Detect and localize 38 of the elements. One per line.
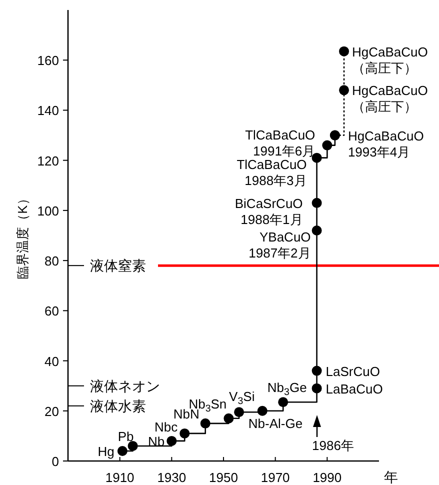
ref-line: 液体水素 — [68, 398, 146, 414]
annotation: HgCaBaCuO （高圧下） — [352, 44, 428, 75]
ref-line-label: 液体ネオン — [90, 378, 160, 394]
annotation: BiCaSrCuO 1988年1月 — [234, 195, 303, 226]
x-tick-label: 1910 — [105, 470, 134, 484]
annotation: HgCaBaCuO 1993年4月 — [348, 128, 424, 159]
y-tick-label: 80 — [44, 253, 59, 268]
annotation: Hg — [98, 443, 114, 458]
x-tick-label: 1990 — [312, 470, 342, 484]
x-tick-label: 1950 — [209, 470, 238, 484]
annotation: Nbc — [154, 418, 178, 434]
y-tick-label: 0 — [52, 454, 59, 468]
x-tick-label: 1970 — [260, 470, 290, 484]
annotation: TlCaBaCuO 1988年3月 — [236, 156, 307, 188]
y-axis-title: 臨界温度（K） — [14, 192, 30, 279]
annotation: V$_{3}$Si — [229, 388, 255, 408]
y-tick-label: 160 — [37, 52, 59, 68]
y-tick-label: 100 — [37, 202, 59, 218]
ref-line-label: 液体水素 — [90, 398, 146, 414]
y-tick-label: 40 — [44, 353, 59, 368]
ref-line: 液体ネオン — [68, 378, 160, 394]
annotation: Nb$_{3}$Ge — [267, 380, 307, 398]
x-tick-label: 1930 — [157, 470, 186, 484]
annotation: LaSrCuO — [326, 363, 380, 378]
y-tick-label: 120 — [37, 152, 59, 168]
x-axis-title: 年 — [384, 469, 398, 485]
annotation: HgCaBaCuO （高圧下） — [352, 82, 428, 114]
y-tick-label: 60 — [44, 303, 59, 318]
annotation: YBaCuO 1987年2月 — [248, 228, 311, 260]
annotation: TlCaBaCuO 1991年6月 — [245, 126, 316, 158]
annotation: Nb-Al-Ge — [248, 415, 303, 430]
y-tick-label: 20 — [44, 403, 59, 418]
annotation: Pb — [118, 428, 134, 444]
annotation: 1986年 — [312, 438, 354, 452]
y-tick-label: 140 — [37, 102, 59, 118]
ref-line-label: 液体窒素 — [90, 258, 146, 274]
annotation: LaBaCuO — [326, 380, 383, 396]
ref-line: 液体窒素 — [68, 258, 439, 274]
